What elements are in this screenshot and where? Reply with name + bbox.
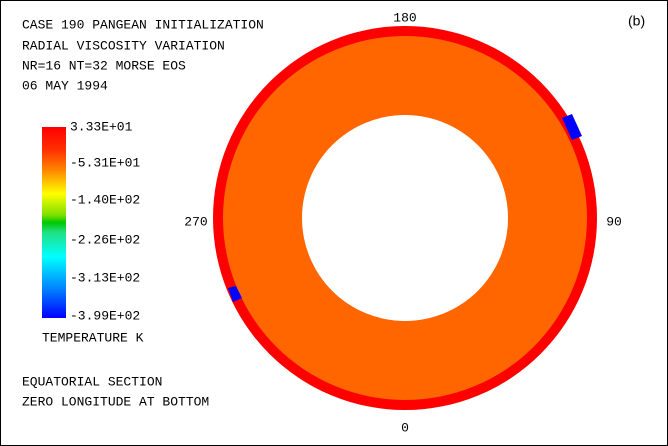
colorbar-label: -1.40E+02 [70,192,140,207]
colorbar-label: 3.33E+01 [70,119,133,134]
colorbar-label: -5.31E+01 [70,155,140,170]
footer-line: EQUATORIAL SECTION [22,374,162,389]
colorbar-label: -3.99E+02 [70,308,140,323]
colorbar-label: -3.13E+02 [70,270,140,285]
colorbar-label: -2.26E+02 [70,232,140,247]
header-line: 06 MAY 1994 [22,78,108,93]
header-line: NR=16 NT=32 MORSE EOS [22,58,186,73]
footer-line: ZERO LONGITUDE AT BOTTOM [22,394,209,409]
header-line: CASE 190 PANGEAN INITIALIZATION [22,17,264,32]
cold-patch [562,114,582,140]
colorbar [42,127,66,318]
angle-label: 90 [606,214,622,229]
core [302,115,508,321]
colorbar-title: TEMPERATURE K [42,330,144,345]
angle-label: 270 [184,214,207,229]
angle-label: 0 [401,420,409,435]
panel-label: (b) [628,13,645,29]
angle-label: 180 [393,10,416,25]
header-line: RADIAL VISCOSITY VARIATION [22,38,225,53]
cold-patch [228,286,242,302]
